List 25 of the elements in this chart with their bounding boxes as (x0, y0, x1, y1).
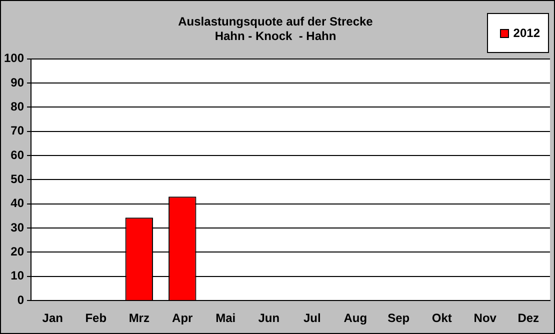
y-tick-label: 30 (10, 220, 24, 234)
x-tick-label: Jul (303, 311, 321, 326)
legend-label: 2012 (513, 26, 540, 40)
y-tick-label: 20 (10, 244, 24, 259)
y-tick-label: 10 (10, 268, 24, 283)
x-tick-label: Aug (344, 311, 368, 326)
x-tick-label: Sep (388, 311, 410, 326)
y-tick-label: 40 (10, 196, 24, 210)
x-tick-label: Nov (474, 311, 497, 326)
y-tick-label: 80 (10, 99, 24, 114)
y-tick-label: 50 (10, 172, 24, 186)
y-tick-label: 70 (10, 124, 24, 138)
y-tick-label: 100 (4, 51, 24, 66)
y-tick-label: 60 (10, 148, 24, 162)
x-tick-label: Jan (42, 311, 63, 326)
chart-title: Auslastungsquote auf der Strecke Hahn - Knock - Hahn (178, 14, 374, 43)
x-tick-label: Jun (258, 311, 280, 326)
x-tick-label: Okt (432, 311, 452, 326)
x-tick-label: Feb (85, 311, 107, 326)
y-tick-label: 90 (10, 75, 24, 90)
x-tick-label: Mrz (128, 311, 150, 326)
y-tick-label: 0 (17, 292, 24, 307)
x-tick-label: Mai (216, 311, 236, 326)
x-tick-label: Apr (172, 311, 194, 326)
x-tick-label: Dez (518, 311, 540, 326)
